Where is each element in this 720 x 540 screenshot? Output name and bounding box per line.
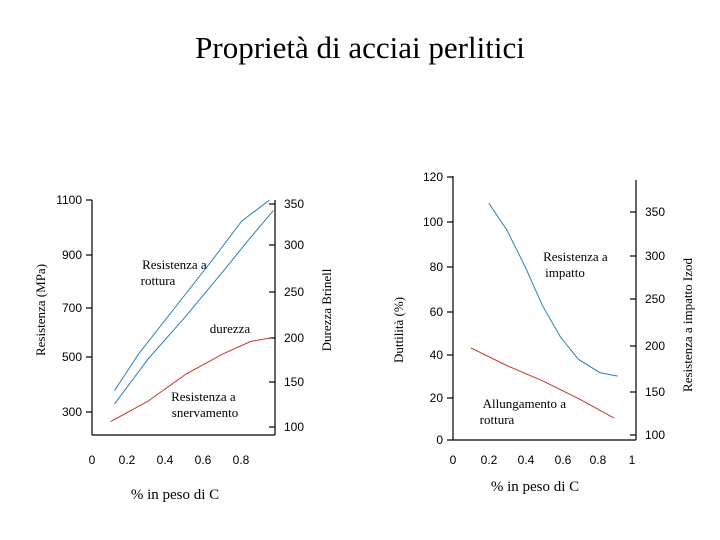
annotation-rottura-line1: Resistenza a — [142, 257, 207, 272]
y-tick-label-left: 500 — [62, 350, 82, 364]
y-tick-label-right: 100 — [284, 420, 304, 434]
y-tick-label-right: 150 — [645, 385, 665, 399]
y-tick-label-right: 350 — [284, 197, 304, 211]
series-allungamento-a-rottura — [470, 347, 615, 419]
x-tick-label: 0.4 — [518, 453, 535, 467]
annotation-rottura-line2: rottura — [141, 273, 176, 288]
page-title: Proprietà di acciai perlitici — [195, 30, 525, 65]
annotation-durezza: durezza — [210, 321, 251, 336]
annotation-snervamento: Resistenza a snervamento — [171, 389, 239, 420]
x-tick-label: 0 — [450, 453, 457, 467]
annotation-snervamento-line2: snervamento — [172, 405, 238, 420]
x-tick-label: 0.6 — [195, 453, 212, 467]
y-tick-label-left: 120 — [423, 170, 443, 184]
x-tick-label: 0.4 — [157, 453, 174, 467]
chart-strength: 300 500 700 900 1100 100 150 200 250 300 350 0 0.2 0.… — [33, 193, 334, 503]
y-tick-label-right: 150 — [284, 375, 304, 389]
chart-ductility: 0 20 40 60 80 100 120 100 150 200 250 300 350 0 0.2 0.4… — [391, 170, 695, 495]
y-axis-label-right: Durezza Brinell — [319, 268, 334, 351]
y-tick-label-left: 60 — [430, 305, 444, 319]
annotation-allungamento-line1: Allungamento a — [483, 396, 567, 411]
x-tick-label: 0.6 — [555, 453, 572, 467]
annotation-impatto-line2: impatto — [545, 265, 585, 280]
x-tick-label: 0.8 — [233, 453, 250, 467]
y-tick-label-right: 300 — [284, 238, 304, 252]
annotation-allungamento-line2: rottura — [480, 412, 515, 427]
series-durezza — [110, 337, 272, 423]
y-tick-label-left: 80 — [430, 260, 444, 274]
y-axis-label-left: Duttilità (%) — [391, 297, 406, 363]
x-tick-label: 1 — [629, 453, 636, 467]
y-tick-label-right: 250 — [284, 285, 304, 299]
annotation-snervamento-line1: Resistenza a — [171, 389, 236, 404]
y-tick-label-left: 20 — [430, 391, 444, 405]
annotation-rottura: Resistenza a rottura — [141, 257, 210, 288]
y-tick-label-left: 700 — [62, 301, 82, 315]
annotation-impatto: Resistenza a impatto — [543, 249, 611, 280]
x-axis-label: % in peso di C — [491, 479, 579, 495]
y-tick-label-right: 200 — [645, 339, 665, 353]
y-axis-label-right: Resistenza a impatto Izod — [680, 258, 695, 392]
x-tick-label: 0.2 — [119, 453, 136, 467]
x-tick-label: 0.2 — [481, 453, 498, 467]
y-tick-label-right: 250 — [645, 292, 665, 306]
x-tick-label: 0.8 — [590, 453, 607, 467]
x-axis-label: % in peso di C — [131, 487, 219, 503]
annotation-impatto-line1: Resistenza a — [543, 249, 608, 264]
y-tick-label-left: 40 — [430, 348, 444, 362]
series-resistenza-a-rottura — [113, 199, 270, 392]
annotation-allungamento: Allungamento a rottura — [480, 396, 570, 427]
y-tick-label-right: 200 — [284, 331, 304, 345]
y-tick-label-right: 100 — [645, 428, 665, 442]
x-tick-label: 0 — [89, 453, 96, 467]
y-tick-label-left: 0 — [436, 433, 443, 447]
y-tick-label-left: 300 — [62, 405, 82, 419]
y-tick-label-left: 100 — [423, 215, 443, 229]
y-axis-label-left: Resistenza (MPa) — [33, 264, 48, 356]
series-resistenza-a-snervamento — [113, 210, 274, 405]
y-tick-label-right: 300 — [645, 249, 665, 263]
y-tick-label-left: 1100 — [56, 193, 82, 207]
series-resistenza-a-impatto — [488, 202, 618, 377]
y-tick-label-right: 350 — [645, 205, 665, 219]
y-tick-label-left: 900 — [62, 248, 82, 262]
